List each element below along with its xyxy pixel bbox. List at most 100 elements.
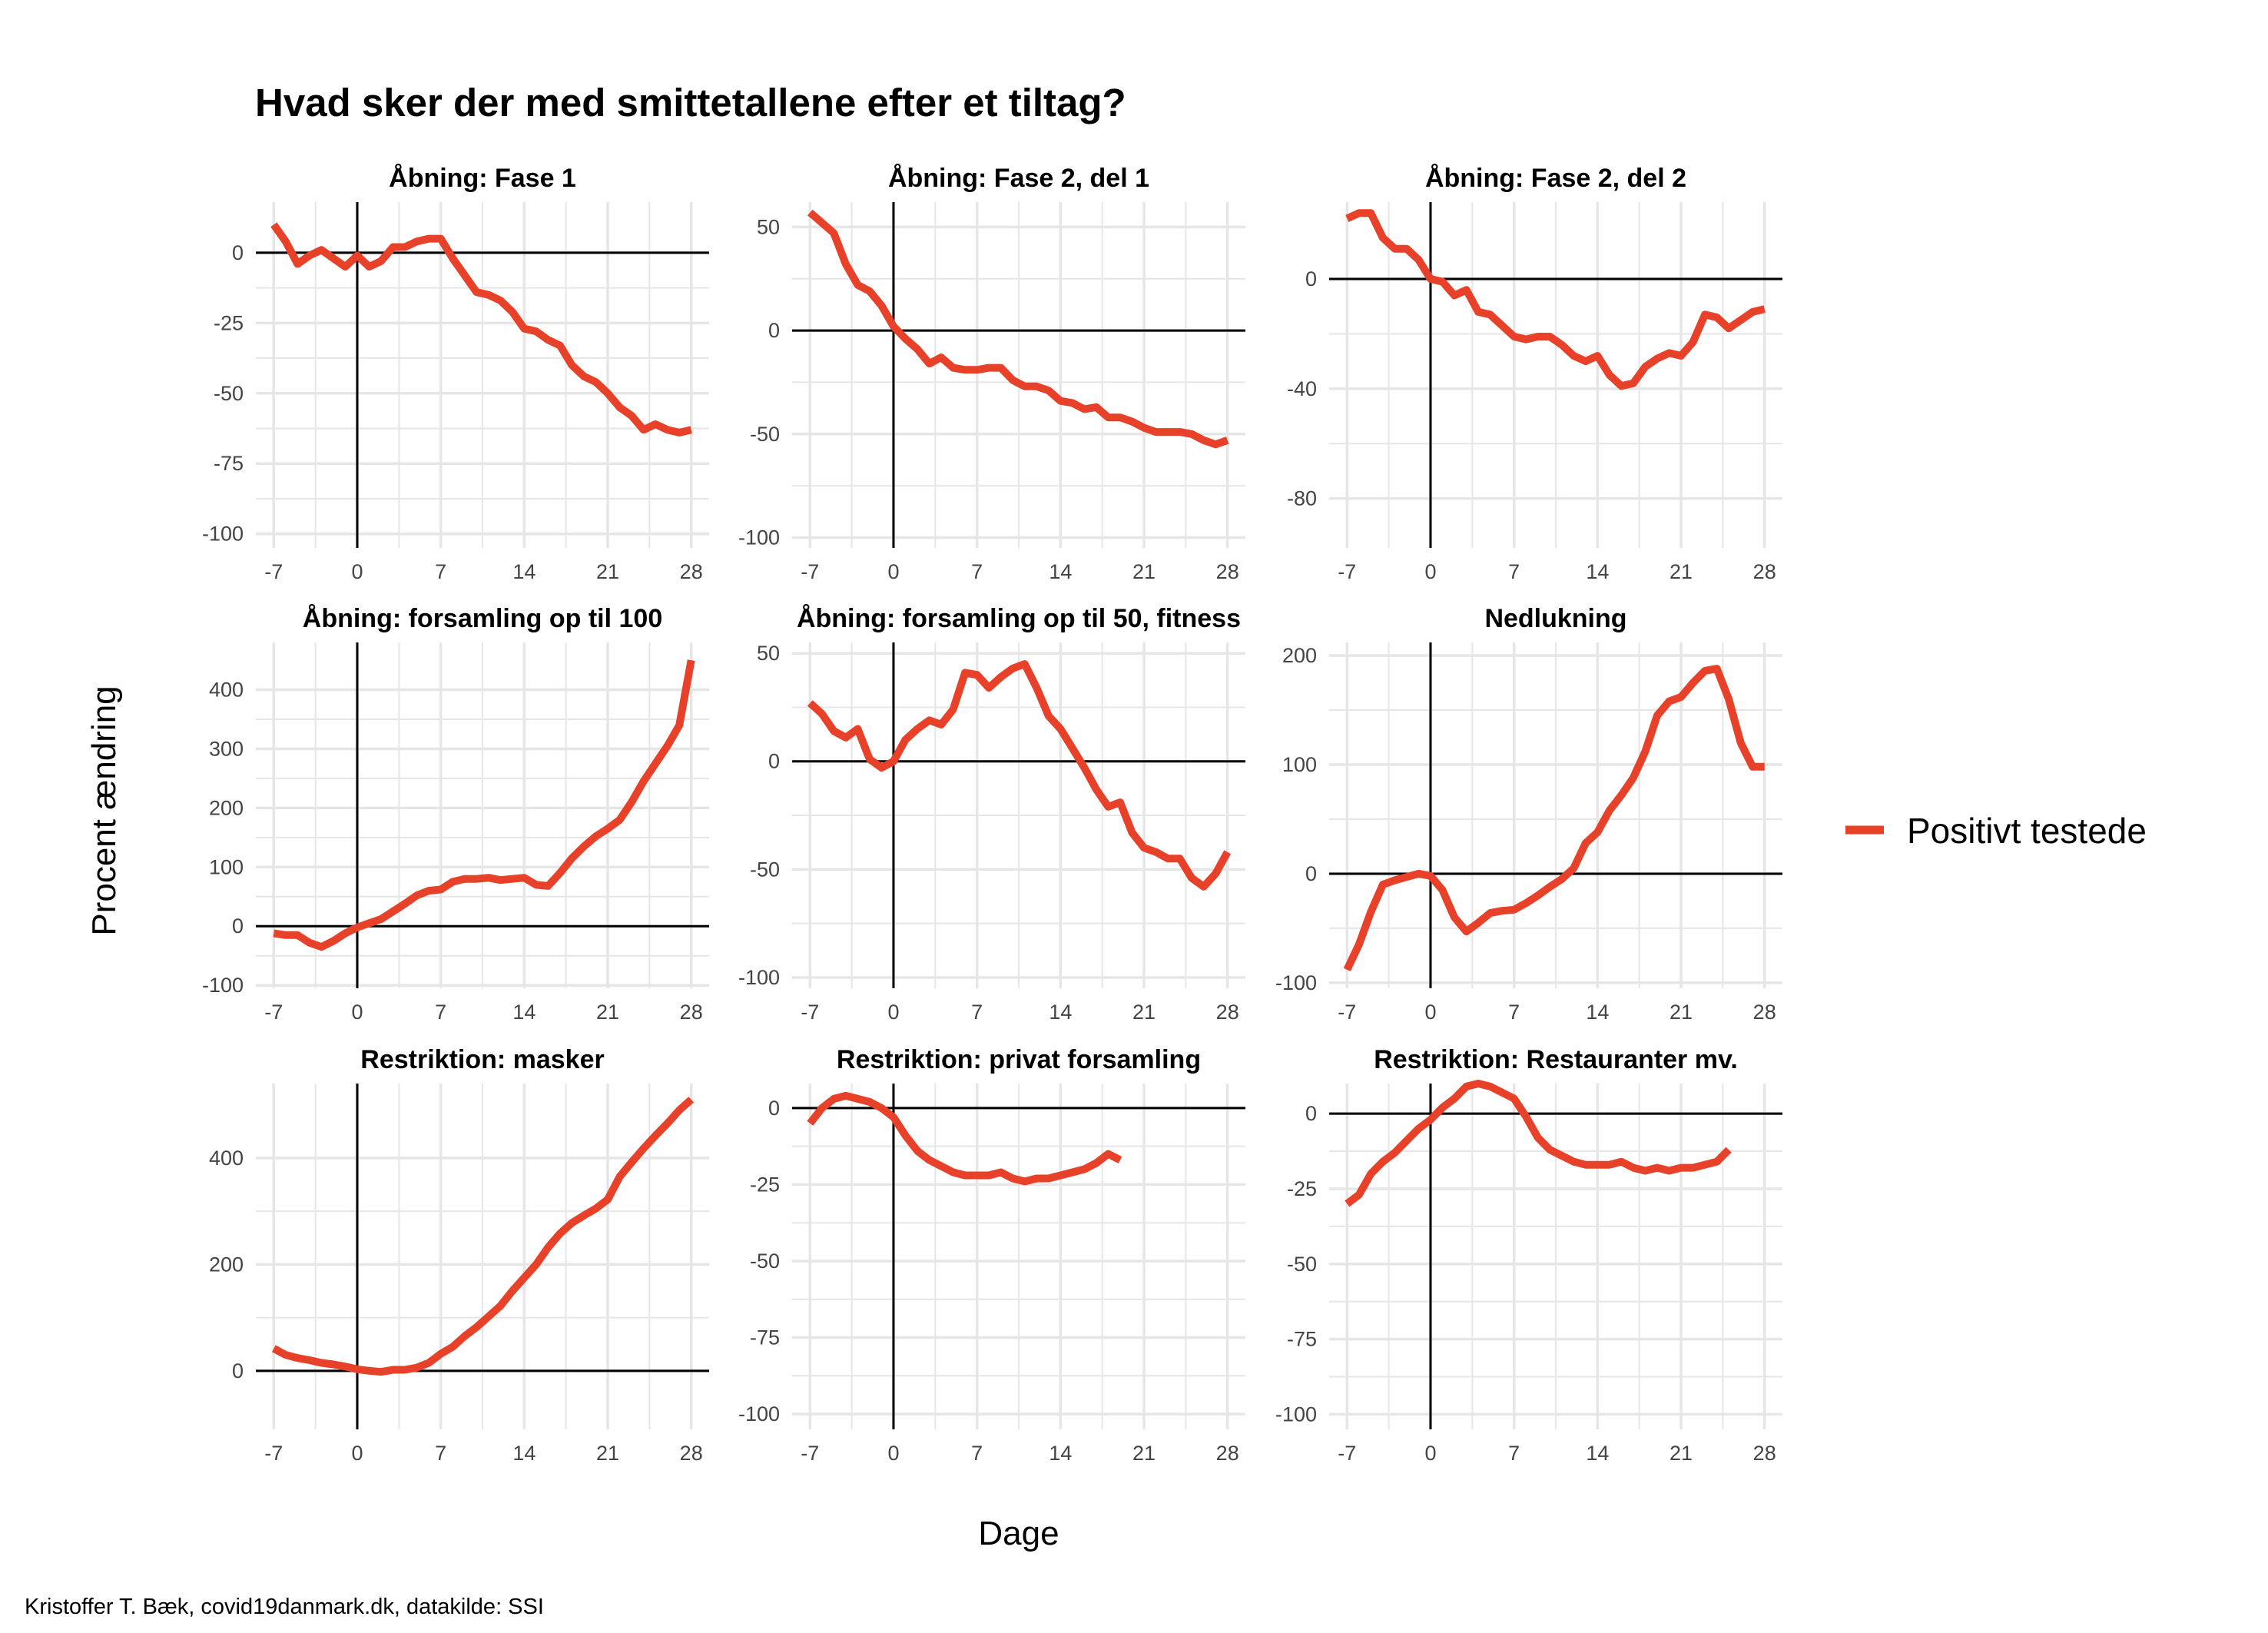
x-tick-label: 0: [1424, 1001, 1436, 1024]
facet-title: Restriktion: privat forsamling: [837, 1045, 1201, 1074]
y-tick-label: -50: [214, 382, 244, 405]
facet-title: Åbning: Fase 1: [389, 164, 576, 193]
x-tick-label: 0: [887, 1001, 899, 1024]
y-tick-label: -40: [1287, 377, 1317, 400]
x-tick-label: 21: [596, 1001, 619, 1024]
caption: Kristoffer T. Bæk, covid19danmark.dk, da…: [25, 1595, 544, 1619]
x-tick-label: 28: [1753, 1442, 1776, 1465]
x-tick-label: 7: [435, 1001, 446, 1024]
x-tick-label: -7: [264, 560, 283, 583]
x-tick-label: 0: [1424, 560, 1436, 583]
facet-panel: Åbning: Fase 1 -7 0 7 14 21 28 0 -25 -50 -75 -100: [202, 164, 709, 583]
x-tick-label: 28: [1216, 560, 1239, 583]
y-tick-label: -75: [750, 1326, 780, 1349]
legend: Positivt testede: [1845, 811, 2147, 851]
facet-title: Åbning: forsamling op til 100: [303, 604, 662, 633]
x-tick-label: 14: [512, 560, 536, 583]
y-tick-label: 100: [1282, 753, 1317, 776]
y-tick-label: 200: [209, 1253, 244, 1276]
facet-panel: Åbning: forsamling op til 50, fitness -7 0…: [738, 604, 1245, 1024]
facet-panel: Restriktion: Restauranter mv. -7 0 7 14 21 28 0…: [1275, 1045, 1782, 1465]
y-tick-label: -50: [750, 1250, 780, 1273]
facet-panel: Åbning: Fase 2, del 1 -7 0 7 14 21 28 50 0 -50 -10…: [738, 164, 1245, 583]
series-line: [807, 209, 1229, 449]
x-tick-label: 21: [1132, 1442, 1156, 1465]
y-tick-label: 0: [1305, 862, 1317, 885]
y-tick-label: 0: [1305, 267, 1317, 290]
series-line: [273, 659, 695, 951]
x-tick-label: -7: [801, 1442, 819, 1465]
y-tick-label: 50: [757, 215, 780, 238]
x-tick-label: -7: [801, 1001, 819, 1024]
x-tick-label: 7: [1508, 1442, 1520, 1465]
x-tick-label: 28: [680, 560, 703, 583]
x-tick-label: 7: [435, 1442, 446, 1465]
x-tick-label: 14: [1049, 1442, 1072, 1465]
x-tick-label: 21: [596, 1442, 619, 1465]
x-tick-label: 28: [1216, 1001, 1239, 1024]
y-axis-title: Procent ændring: [85, 685, 123, 935]
y-tick-label: 0: [232, 914, 244, 938]
facet-title: Åbning: forsamling op til 50, fitness: [797, 604, 1241, 633]
series-line: [1343, 665, 1765, 972]
x-tick-label: 7: [435, 560, 446, 583]
facet-panel: Restriktion: masker -7 0 7 14 21 28 400 200 0: [209, 1045, 709, 1465]
y-tick-label: -100: [738, 1402, 780, 1426]
series-line: [807, 1091, 1122, 1186]
facet-panel: Åbning: forsamling op til 100 -7 0 7 14 21 28 4…: [202, 604, 709, 1024]
legend-label: Positivt testede: [1907, 811, 2147, 851]
y-tick-label: 300: [209, 737, 244, 760]
x-tick-label: 7: [971, 1442, 983, 1465]
facet-title: Restriktion: masker: [360, 1045, 604, 1074]
x-tick-label: 21: [1132, 1001, 1156, 1024]
x-tick-label: 7: [971, 1001, 983, 1024]
y-tick-label: 200: [209, 796, 244, 819]
x-tick-label: 0: [887, 1442, 899, 1465]
y-tick-label: -50: [750, 423, 780, 446]
x-tick-label: -7: [264, 1001, 283, 1024]
y-tick-label: -25: [1287, 1177, 1317, 1200]
x-tick-label: -7: [801, 560, 819, 583]
x-tick-label: 7: [971, 560, 983, 583]
x-tick-label: 14: [512, 1001, 536, 1024]
x-tick-label: 21: [1670, 560, 1693, 583]
y-tick-label: 200: [1282, 644, 1317, 667]
x-tick-label: 0: [1424, 1442, 1436, 1465]
x-tick-label: 0: [887, 560, 899, 583]
x-tick-label: 7: [1508, 1001, 1520, 1024]
facet-panel: Åbning: Fase 2, del 2 -7 0 7 14 21 28 0 -40 -80: [1287, 164, 1782, 583]
y-tick-label: 100: [209, 855, 244, 878]
x-tick-label: 0: [351, 560, 363, 583]
x-tick-label: 0: [351, 1001, 363, 1024]
x-tick-label: 14: [1049, 560, 1072, 583]
x-tick-label: 21: [1132, 560, 1156, 583]
facet-title: Åbning: Fase 2, del 1: [888, 164, 1149, 193]
facet-title: Nedlukning: [1484, 604, 1626, 633]
y-tick-label: -100: [1275, 971, 1317, 994]
series-line: [1345, 209, 1766, 390]
y-tick-label: 0: [768, 319, 780, 342]
y-tick-label: -75: [1287, 1328, 1317, 1351]
y-tick-label: 0: [1305, 1102, 1317, 1125]
facet-panel: Nedlukning -7 0 7 14 21 28 200 100 0 -100: [1275, 604, 1782, 1024]
x-tick-label: 14: [1586, 560, 1609, 583]
y-tick-label: 400: [209, 1147, 244, 1170]
x-tick-label: 0: [351, 1442, 363, 1465]
y-tick-label: -100: [1275, 1402, 1317, 1426]
chart-title: Hvad sker der med smittetallene efter et…: [255, 81, 1126, 124]
series-line: [271, 1097, 695, 1376]
x-tick-label: 28: [1753, 560, 1776, 583]
y-tick-label: 0: [232, 241, 244, 264]
y-tick-label: -100: [202, 974, 244, 997]
x-tick-label: -7: [1338, 1442, 1356, 1465]
y-tick-label: -50: [1287, 1253, 1317, 1276]
x-tick-label: 28: [680, 1001, 703, 1024]
x-tick-label: 28: [1753, 1001, 1776, 1024]
y-tick-label: -100: [738, 526, 780, 549]
x-tick-label: 14: [512, 1442, 536, 1465]
x-tick-label: 21: [1670, 1001, 1693, 1024]
y-tick-label: -80: [1287, 487, 1317, 510]
x-tick-label: 21: [1670, 1442, 1693, 1465]
facet-title: Restriktion: Restauranter mv.: [1374, 1045, 1738, 1074]
